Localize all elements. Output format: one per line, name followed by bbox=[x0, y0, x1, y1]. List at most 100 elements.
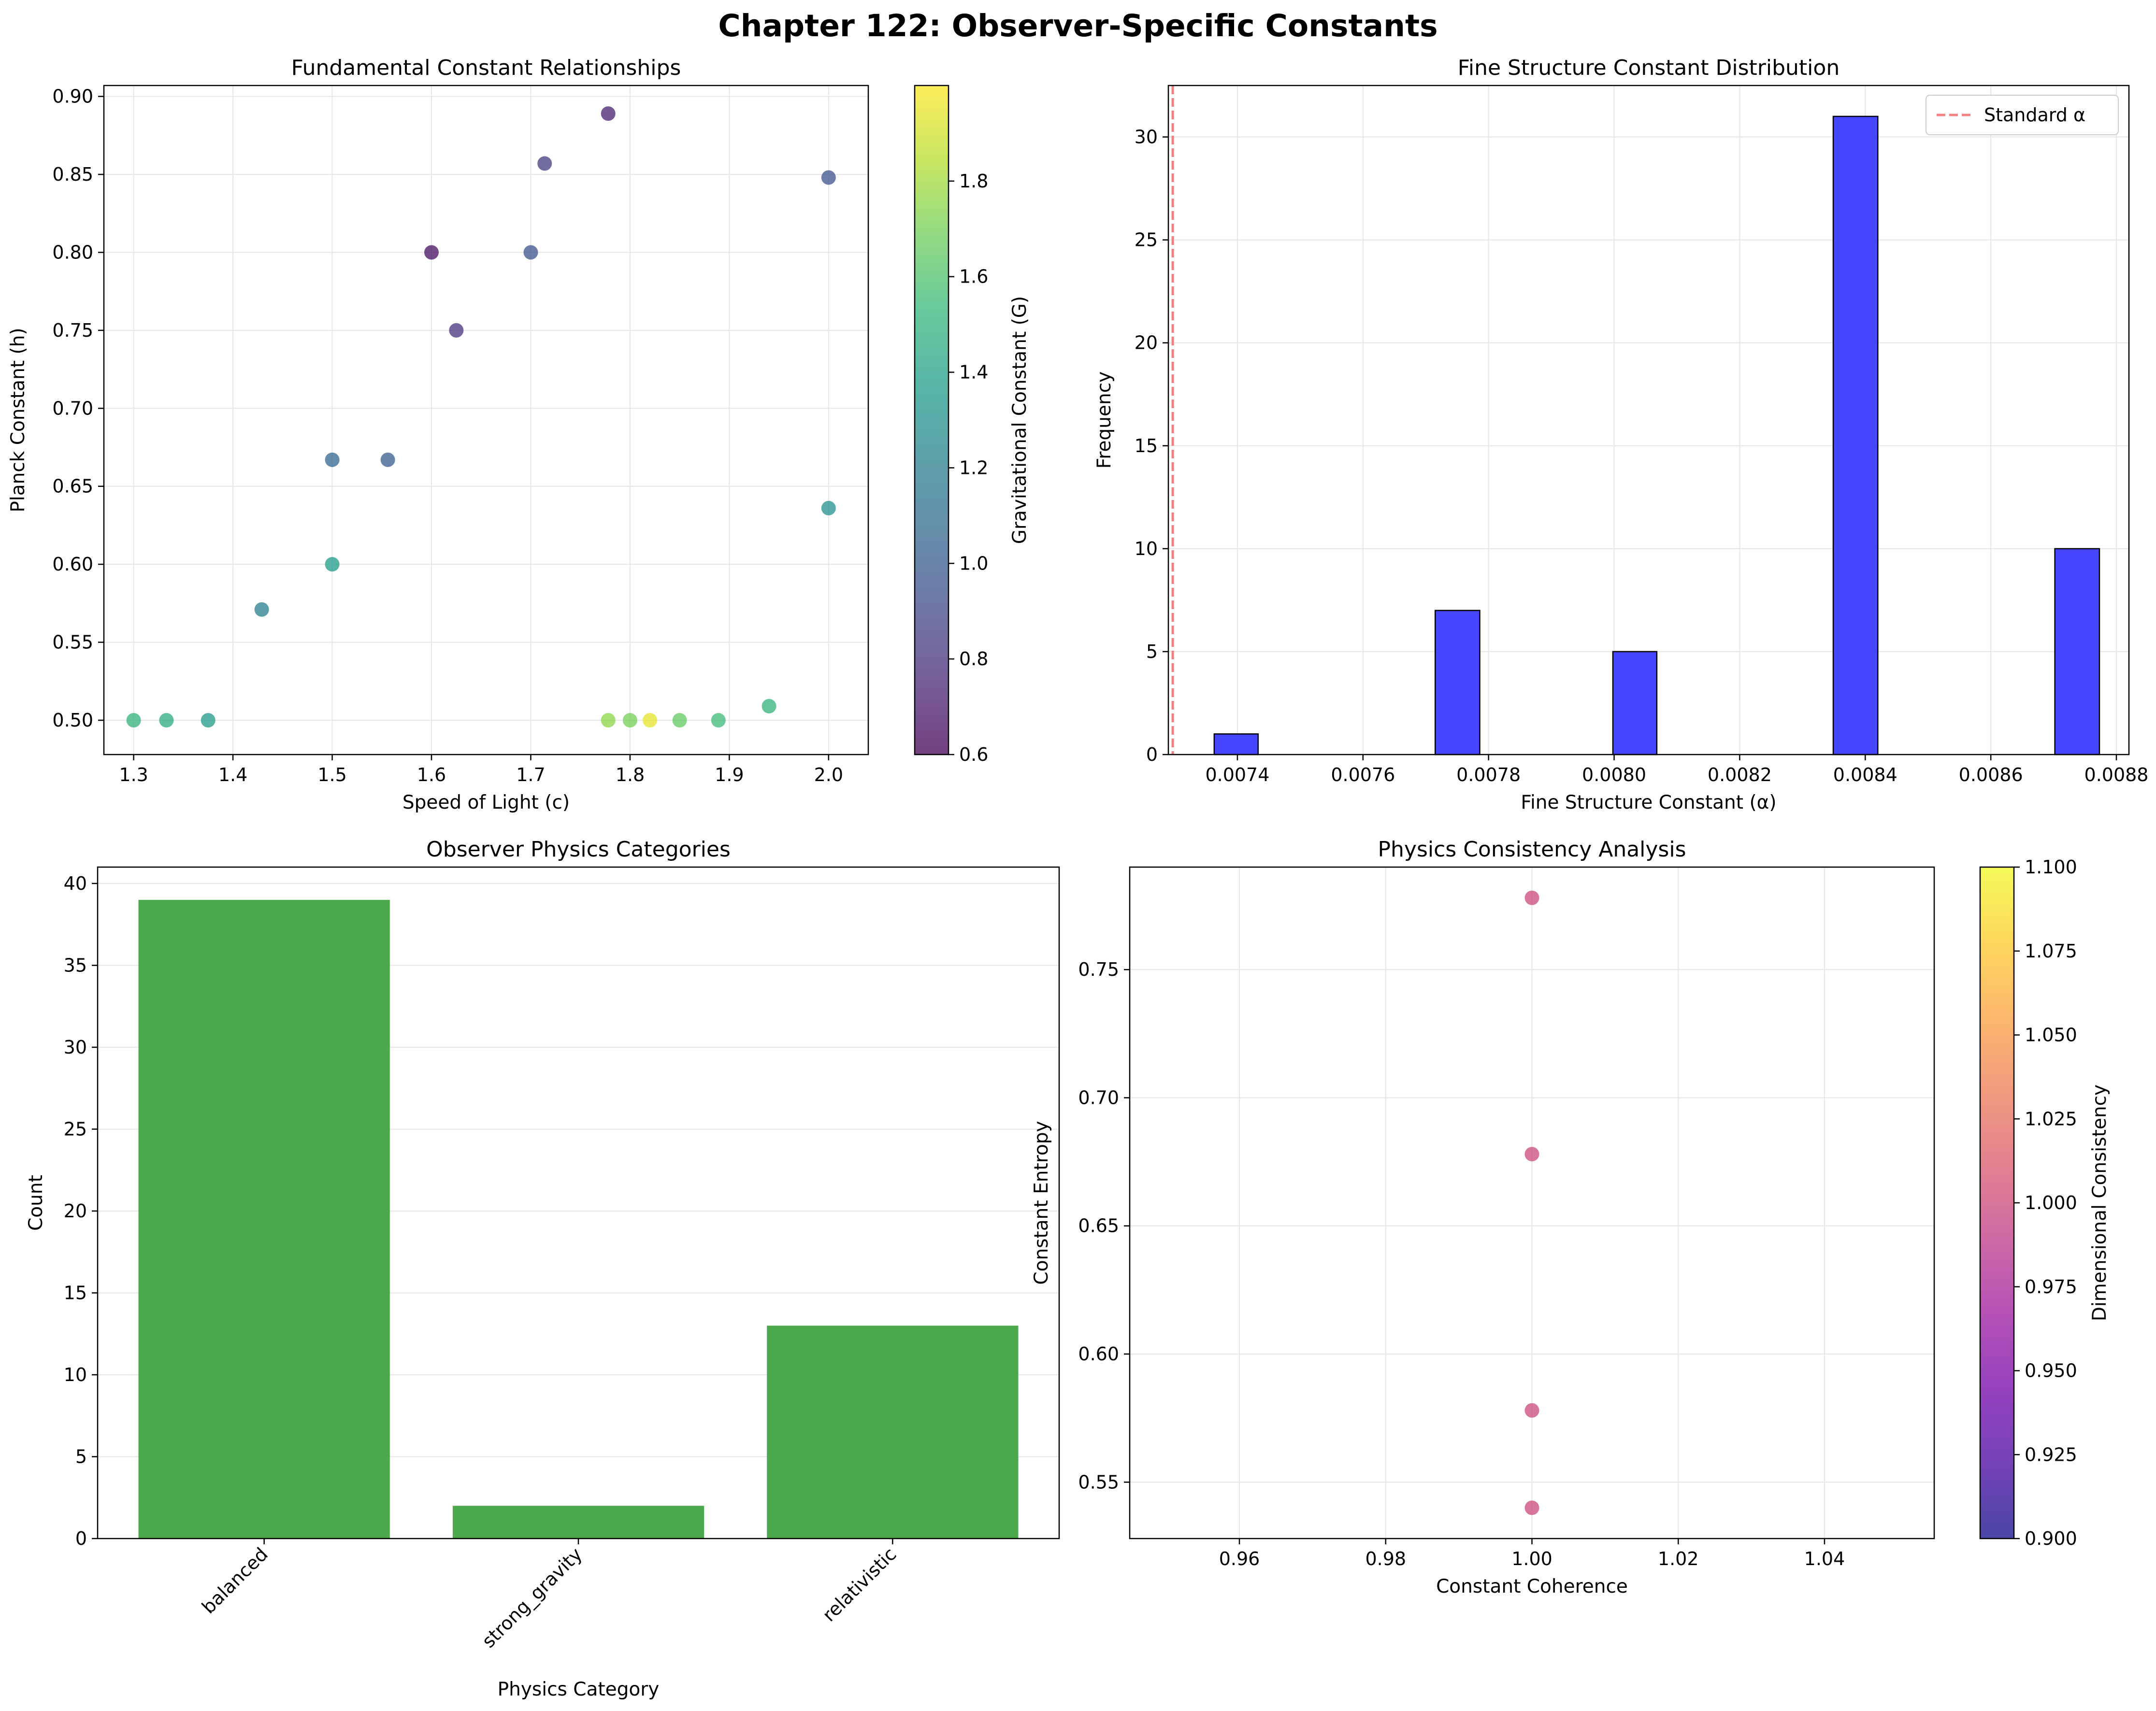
category-bar bbox=[767, 1326, 1019, 1539]
y-tick-label: 25 bbox=[1135, 229, 1158, 251]
scatter-point bbox=[711, 713, 726, 727]
chart-title: Observer Physics Categories bbox=[426, 837, 731, 862]
y-tick-label: 0.90 bbox=[52, 86, 93, 107]
y-tick-label: 0.55 bbox=[52, 632, 93, 653]
histogram-bar bbox=[1213, 733, 1259, 756]
x-tick-label: 0.96 bbox=[1219, 1548, 1260, 1569]
scatter-point bbox=[821, 170, 836, 185]
y-axis-label: Frequency bbox=[1093, 371, 1115, 469]
histogram-bar bbox=[1612, 651, 1658, 756]
axes-frame bbox=[1167, 85, 2130, 756]
chart-title: Physics Consistency Analysis bbox=[1378, 837, 1686, 862]
y-axis-label: Planck Constant (h) bbox=[7, 328, 29, 512]
scatter-point bbox=[762, 699, 776, 713]
y-tick-label: 0 bbox=[1146, 744, 1158, 765]
scatter-point bbox=[201, 713, 216, 727]
x-axis-label: Speed of Light (c) bbox=[402, 792, 570, 813]
scatter-point bbox=[643, 713, 657, 727]
scatter-point bbox=[672, 713, 687, 727]
histogram-bar bbox=[2054, 548, 2100, 756]
scatter-point bbox=[325, 557, 340, 572]
colorbar-tick-label: 1.0 bbox=[959, 553, 988, 574]
colorbar-tick-label: 0.925 bbox=[2025, 1444, 2077, 1465]
colorbar-tick-label: 1.000 bbox=[2025, 1192, 2077, 1213]
colorbar-tick-label: 1.6 bbox=[959, 266, 988, 287]
y-tick-label: 15 bbox=[64, 1282, 87, 1303]
y-tick-label: 15 bbox=[1135, 435, 1158, 456]
scatter-constant-relationships: 0.50 0.55 0.60 0.65 0.70 0.75 0.80 0.85 0.90 1.3 1… bbox=[7, 56, 1031, 813]
x-tick-label: 0.0088 bbox=[2084, 764, 2149, 785]
colorbar-tick-label: 0.8 bbox=[959, 648, 988, 670]
x-tick-label: 0.0076 bbox=[1331, 764, 1395, 785]
scatter-point bbox=[821, 500, 836, 515]
y-tick-label: 40 bbox=[64, 873, 87, 894]
y-tick-label: 0.80 bbox=[52, 242, 93, 263]
scatter-point bbox=[126, 713, 141, 727]
x-axis-label: Constant Coherence bbox=[1436, 1576, 1628, 1597]
y-tick-label: 0.75 bbox=[1078, 959, 1119, 980]
scatter-point bbox=[1524, 1147, 1539, 1162]
scatter-point bbox=[449, 323, 464, 338]
y-tick-label: 0.60 bbox=[52, 554, 93, 575]
x-tick-label: 1.00 bbox=[1511, 1548, 1552, 1569]
y-tick-label: 10 bbox=[1135, 538, 1158, 559]
scatter-point bbox=[159, 713, 174, 727]
x-tick-label: 1.5 bbox=[317, 764, 346, 785]
x-tick-label: 1.02 bbox=[1658, 1548, 1699, 1569]
colorbar-tick-label: 1.050 bbox=[2025, 1025, 2077, 1046]
scatter-consistency-analysis: 0.55 0.60 0.65 0.70 0.75 0.96 0.98 1.00 1.02 1.04… bbox=[1031, 837, 2111, 1597]
x-tick-label: 1.8 bbox=[616, 764, 645, 785]
colorbar bbox=[914, 85, 949, 756]
scatter-point bbox=[601, 713, 616, 727]
y-tick-label: 30 bbox=[64, 1037, 87, 1058]
y-tick-label: 0.55 bbox=[1078, 1471, 1119, 1493]
x-tick-label: 1.6 bbox=[417, 764, 446, 785]
colorbar-tick-label: 1.100 bbox=[2025, 856, 2077, 878]
y-tick-label: 0.50 bbox=[52, 710, 93, 731]
legend-label: Standard α bbox=[1984, 104, 2085, 126]
colorbar-label: Dimensional Consistency bbox=[2089, 1084, 2111, 1321]
scatter-point bbox=[1524, 1403, 1539, 1418]
x-tick-label: 0.0084 bbox=[1833, 764, 1897, 785]
legend-box bbox=[1926, 95, 2119, 135]
x-tick-label: relativistic bbox=[819, 1543, 901, 1625]
x-tick-label: 1.3 bbox=[119, 764, 148, 785]
histogram-bar bbox=[1832, 115, 1879, 756]
y-tick-label: 0.70 bbox=[52, 398, 93, 419]
chart-title: Fine Structure Constant Distribution bbox=[1458, 56, 1840, 80]
y-tick-label: 30 bbox=[1135, 127, 1158, 148]
x-tick-label: 2.0 bbox=[814, 764, 843, 785]
x-tick-label: 1.9 bbox=[715, 764, 744, 785]
colorbar-tick-label: 1.8 bbox=[959, 171, 988, 192]
y-tick-label: 0.65 bbox=[52, 476, 93, 497]
category-bar bbox=[138, 899, 390, 1539]
x-tick-label: 0.0074 bbox=[1205, 764, 1269, 785]
y-tick-label: 0.70 bbox=[1078, 1087, 1119, 1108]
figure-title: Chapter 122: Observer-Specific Constants bbox=[718, 8, 1437, 43]
x-tick-label: 1.7 bbox=[516, 764, 545, 785]
x-tick-label: 1.4 bbox=[218, 764, 247, 785]
axes-frame bbox=[103, 85, 869, 756]
colorbar-tick-label: 0.6 bbox=[959, 744, 988, 765]
y-tick-label: 0.85 bbox=[52, 164, 93, 185]
y-tick-label: 20 bbox=[64, 1200, 87, 1222]
x-tick-label: balanced bbox=[198, 1543, 272, 1618]
y-tick-label: 0 bbox=[75, 1528, 87, 1549]
colorbar bbox=[1979, 866, 2015, 1540]
y-tick-label: 0.75 bbox=[52, 320, 93, 341]
scatter-point bbox=[380, 452, 395, 467]
colorbar-tick-label: 0.975 bbox=[2025, 1276, 2077, 1298]
scatter-point bbox=[523, 245, 538, 260]
category-bar bbox=[452, 1506, 704, 1539]
x-tick-label: 0.0080 bbox=[1582, 764, 1646, 785]
scatter-point bbox=[424, 245, 439, 260]
x-tick-label: strong_gravity bbox=[478, 1543, 586, 1652]
x-axis-label: Physics Category bbox=[498, 1679, 660, 1700]
histogram-bar bbox=[1434, 610, 1480, 756]
y-tick-label: 25 bbox=[64, 1118, 87, 1140]
bar-physics-categories: 0 5 10 15 20 25 30 35 40 Observer Physics Categor… bbox=[25, 837, 1060, 1700]
y-tick-label: 20 bbox=[1135, 332, 1158, 354]
chart-title: Fundamental Constant Relationships bbox=[291, 56, 681, 80]
colorbar-tick-label: 1.025 bbox=[2025, 1108, 2077, 1129]
